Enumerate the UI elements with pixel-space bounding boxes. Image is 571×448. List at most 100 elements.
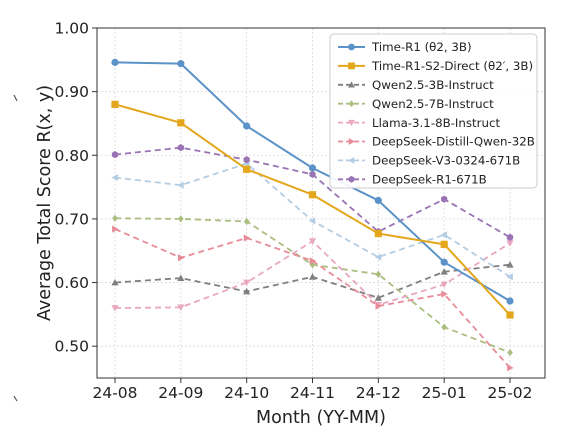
data-point: [112, 225, 119, 233]
legend-label: DeepSeek-Distill-Qwen-32B: [372, 135, 535, 149]
data-point: [243, 122, 251, 130]
legend-entry: Qwen2.5-3B-Instruct: [338, 78, 494, 92]
data-point: [309, 261, 316, 269]
x-tick-label: 24-09: [158, 384, 203, 402]
y-tick-label: 0.80: [54, 147, 89, 165]
data-point: [507, 348, 513, 357]
legend-marker: [348, 119, 355, 126]
legend-label: DeepSeek-V3-0324-671B: [372, 154, 520, 168]
data-point: [177, 60, 185, 68]
data-point: [111, 305, 119, 312]
data-point: [440, 231, 448, 239]
data-point: [112, 214, 118, 222]
data-point: [308, 217, 316, 225]
legend-marker: [348, 138, 355, 145]
data-point: [177, 254, 185, 262]
legend-marker: [348, 100, 355, 108]
data-point: [243, 165, 251, 173]
y-tick-label: 0.90: [54, 83, 89, 101]
legend-marker: [348, 175, 355, 183]
data-point: [441, 195, 448, 203]
y-tick-label: 0.50: [54, 338, 89, 356]
y-tick-label: 0.60: [54, 274, 89, 292]
series-2: [111, 100, 514, 319]
series-6: [112, 225, 514, 372]
x-tick-label: 24-10: [224, 384, 269, 402]
data-point: [440, 258, 448, 266]
legend-entry: Qwen2.5-7B-Instruct: [338, 97, 494, 111]
x-tick-label: 24-08: [92, 384, 137, 402]
edge-artifact-top: [13, 94, 18, 102]
data-point: [177, 144, 184, 152]
legend-entry: DeepSeek-Distill-Qwen-32B: [338, 135, 535, 149]
legend-marker: [348, 157, 355, 164]
data-point: [308, 273, 317, 280]
data-point: [243, 287, 251, 295]
data-point: [441, 290, 448, 298]
legend-label: Qwen2.5-7B-Instruct: [372, 97, 494, 111]
data-point: [243, 217, 250, 226]
legend-box: [329, 33, 538, 189]
series-layer: [111, 58, 514, 372]
legend-label: Qwen2.5-3B-Instruct: [372, 78, 494, 92]
legend-entry: Time-R1 (θ2, 3B): [338, 40, 472, 54]
data-point: [441, 323, 448, 331]
data-point: [506, 240, 514, 247]
data-point: [506, 297, 514, 305]
y-tick-label: 1.00: [54, 20, 89, 38]
axis-ticks: 24-08 24-09 24-10 24-11 24-12 25-01 25-02 0.50 0…: [54, 20, 532, 403]
data-point: [111, 100, 119, 108]
data-point: [243, 156, 250, 164]
series-1: [111, 58, 514, 305]
data-point: [440, 268, 448, 275]
data-point: [111, 58, 119, 66]
legend-marker: [348, 62, 355, 70]
legend-entry: Time-R1-S2-Direct (θ2′, 3B): [338, 59, 533, 73]
data-point: [440, 240, 448, 248]
data-point: [177, 119, 185, 127]
data-point: [507, 364, 514, 372]
data-point: [177, 215, 184, 223]
data-point: [111, 278, 119, 286]
data-point: [111, 173, 118, 182]
data-point: [243, 279, 251, 287]
data-point: [374, 196, 382, 205]
data-point: [177, 181, 184, 189]
legend-entry: DeepSeek-R1-671B: [338, 173, 487, 187]
data-point: [177, 274, 185, 281]
series-8: [111, 144, 514, 241]
series-4: [112, 214, 513, 357]
legend-label: DeepSeek-R1-671B: [372, 173, 487, 187]
y-axis-label: Average Total Score R(x, y): [35, 85, 55, 321]
data-point: [309, 170, 316, 178]
legend-label: Time-R1-S2-Direct (θ2′, 3B): [371, 59, 533, 73]
data-point: [506, 233, 514, 241]
legend-label: Llama-3.1-8B-Instruct: [372, 116, 500, 130]
data-point: [374, 229, 382, 238]
data-point: [177, 304, 185, 311]
x-tick-label: 25-01: [422, 384, 467, 402]
x-tick-label: 24-11: [290, 384, 335, 402]
data-point: [374, 253, 382, 261]
data-point: [506, 273, 513, 281]
series-3: [111, 261, 514, 301]
data-point: [375, 270, 382, 278]
data-point: [506, 261, 514, 268]
legend-entry: Llama-3.1-8B-Instruct: [338, 116, 500, 130]
legend-label: Time-R1 (θ2, 3B): [371, 40, 472, 54]
data-point: [506, 311, 514, 319]
data-point: [309, 257, 317, 265]
legend-entry: DeepSeek-V3-0324-671B: [338, 154, 520, 168]
data-point: [308, 164, 317, 172]
data-point: [308, 191, 317, 199]
y-tick-label: 0.70: [54, 210, 89, 228]
x-tick-label: 24-12: [356, 384, 401, 402]
data-point: [375, 302, 382, 310]
legend: Time-R1 (θ2, 3B) Time-R1-S2-Direct (θ2′, …: [329, 33, 538, 189]
x-tick-label: 25-02: [487, 384, 532, 402]
plot-frame: [96, 27, 546, 379]
data-point: [111, 151, 119, 159]
edge-artifact-bottom: [13, 395, 18, 402]
data-point: [440, 281, 448, 289]
